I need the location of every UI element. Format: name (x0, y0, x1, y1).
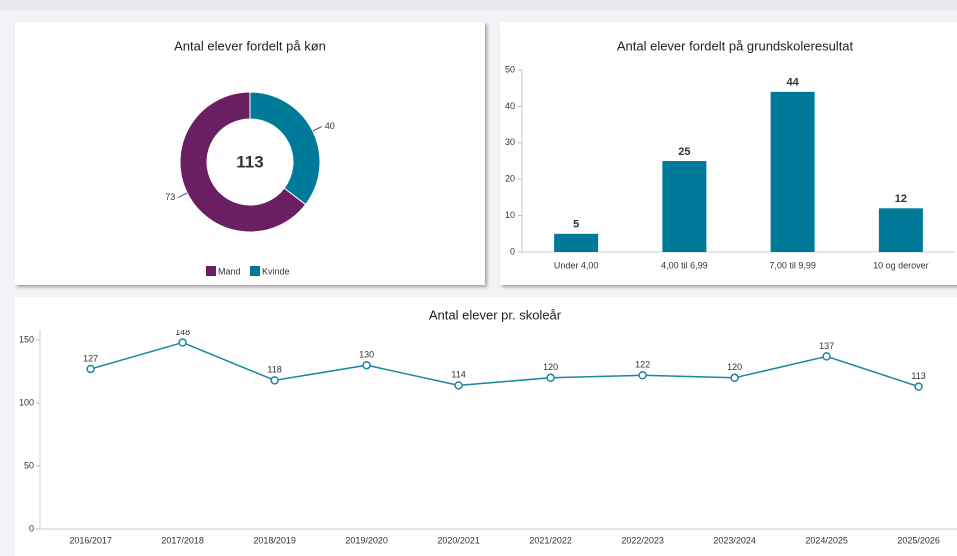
x-tick-label: 2019/2020 (345, 535, 388, 545)
legend-label: Mand (218, 266, 241, 276)
point (638, 371, 647, 380)
point (362, 360, 371, 370)
chart-title: Antal elever fordelt på køn (174, 38, 326, 53)
leader-line (178, 192, 188, 198)
x-tick-label: 2023/2024 (713, 535, 756, 545)
labels: 127 148 118 130 114 120 122 120 137 113 (83, 327, 926, 381)
data-label: 73 (165, 192, 175, 202)
point (914, 382, 923, 391)
y-tick-label: 0 (510, 246, 515, 256)
line (90, 341, 919, 388)
data-label: 40 (325, 121, 335, 131)
legend-label: Kvinde (262, 266, 290, 276)
y-tick-label: 0 (29, 523, 34, 533)
x-tick-label: Under 4,00 (554, 260, 599, 270)
data-label: 113 (911, 371, 925, 381)
x-tick-label: 10 og derover (873, 260, 929, 270)
data-label: 120 (543, 362, 558, 372)
point (270, 376, 279, 385)
data-label: 114 (451, 370, 465, 380)
x-tick-label: 2025/2026 (897, 535, 940, 545)
data-label: 122 (635, 360, 650, 370)
point (822, 352, 831, 361)
point (454, 381, 463, 390)
x-tick-label: 2017/2018 (161, 535, 204, 545)
x-tick-label: 2018/2019 (253, 535, 296, 545)
x-tick-label: 7,00 til 9,99 (769, 260, 816, 270)
y-tick-label: 40 (505, 101, 515, 111)
y-tick-label: 50 (24, 460, 34, 470)
point (178, 338, 187, 347)
panel (15, 297, 957, 556)
panel (15, 22, 485, 285)
data-label: 127 (83, 353, 98, 363)
x-tick-label: 2024/2025 (805, 535, 848, 545)
y-tick-label: 50 (505, 64, 515, 74)
x-tick-label: 4,00 til 6,99 (661, 260, 708, 270)
chart-title: Antal elever pr. skoleår (429, 307, 562, 322)
x-tick-label: 2016/2017 (69, 535, 112, 545)
data-label: 130 (359, 350, 374, 360)
data-label: 118 (267, 365, 281, 375)
point (546, 373, 555, 383)
bar (662, 161, 707, 252)
y-tick-label: 20 (505, 174, 515, 184)
data-label: 120 (727, 362, 742, 372)
data-label: 137 (819, 341, 834, 351)
donut-segment (249, 91, 321, 206)
x-tick-label: 2020/2021 (437, 535, 480, 545)
data-label: 25 (678, 146, 690, 158)
y-tick-label: 100 (19, 397, 34, 407)
point (86, 364, 95, 374)
data-label: 44 (787, 77, 800, 89)
legend-swatch (250, 266, 260, 276)
data-label: 5 (573, 219, 579, 231)
chart-title: Antal elever fordelt på grundskoleresult… (617, 38, 854, 53)
bar (554, 233, 599, 252)
donut-segment (179, 91, 307, 233)
y-tick-label: 10 (505, 210, 515, 220)
leader-line (312, 126, 322, 132)
data-label: 148 (175, 327, 190, 337)
donut-total: 113 (236, 152, 263, 171)
point (730, 373, 739, 383)
x-tick-label: 2021/2022 (529, 535, 572, 545)
bar (770, 91, 815, 252)
y-tick-label: 150 (19, 334, 34, 344)
x-tick-label: 2022/2023 (621, 535, 664, 545)
bar (878, 208, 923, 252)
legend-swatch (206, 266, 216, 276)
y-tick-label: 30 (505, 137, 515, 147)
data-label: 12 (895, 193, 907, 205)
